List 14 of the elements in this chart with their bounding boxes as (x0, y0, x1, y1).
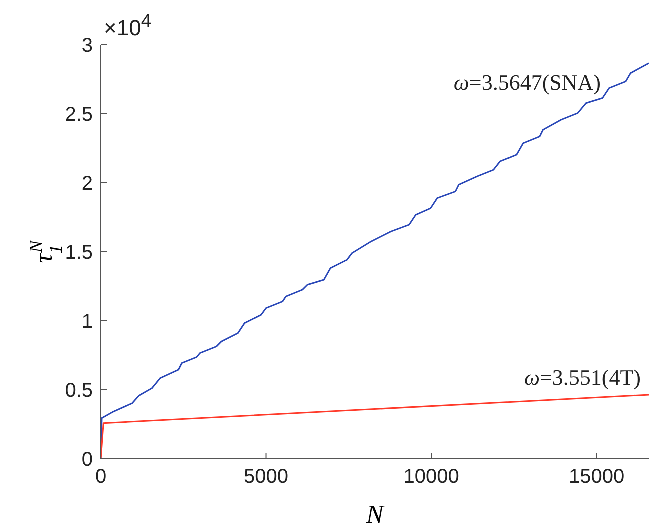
y-tick-label: 1 (82, 311, 93, 334)
y-tick-label: 2.5 (65, 104, 93, 126)
x-tick-label: 5000 (244, 466, 289, 488)
annotation: ω=3.551(4T) (524, 365, 641, 391)
x-axis-title: N (365, 500, 386, 529)
annotation: ω=3.5647(SNA) (454, 70, 601, 96)
y-tick-label: 0.5 (65, 380, 93, 402)
y-tick-label: 1.5 (65, 242, 93, 264)
x-tick-label: 15000 (568, 466, 625, 488)
y-tick-label: 2 (82, 173, 93, 196)
text: ×10$^{4}$ (104, 10, 152, 42)
x-tick-label: 10000 (404, 466, 460, 488)
y-tick-label: 0 (82, 449, 93, 472)
y-tick-label: 3 (82, 35, 93, 58)
